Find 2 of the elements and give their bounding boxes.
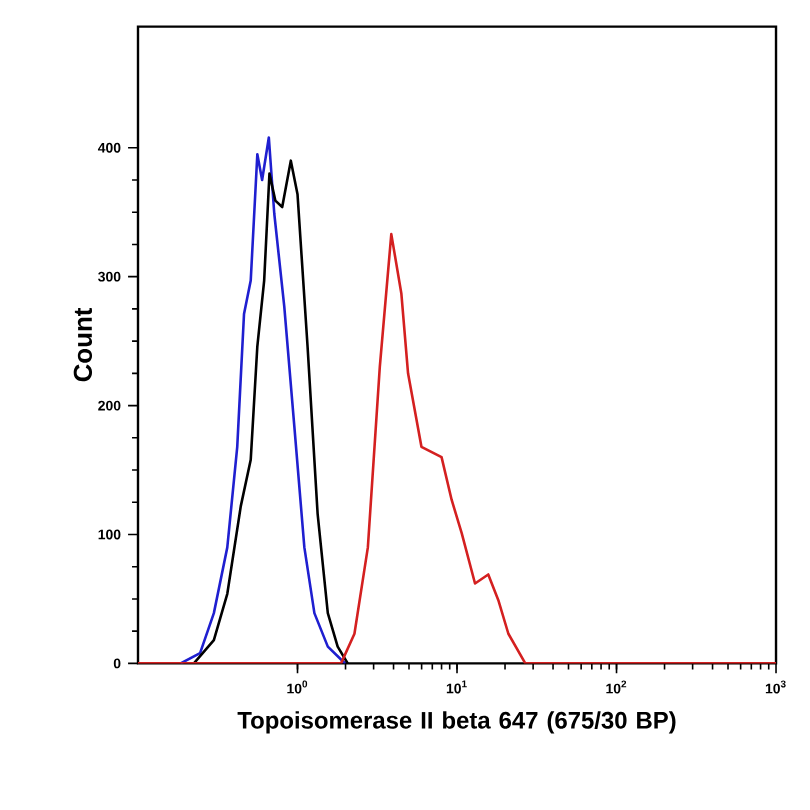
y-axis-title: Count xyxy=(73,307,93,382)
x-axis-title: Topoisomerase II beta 647 (675/30 BP) xyxy=(237,711,676,734)
